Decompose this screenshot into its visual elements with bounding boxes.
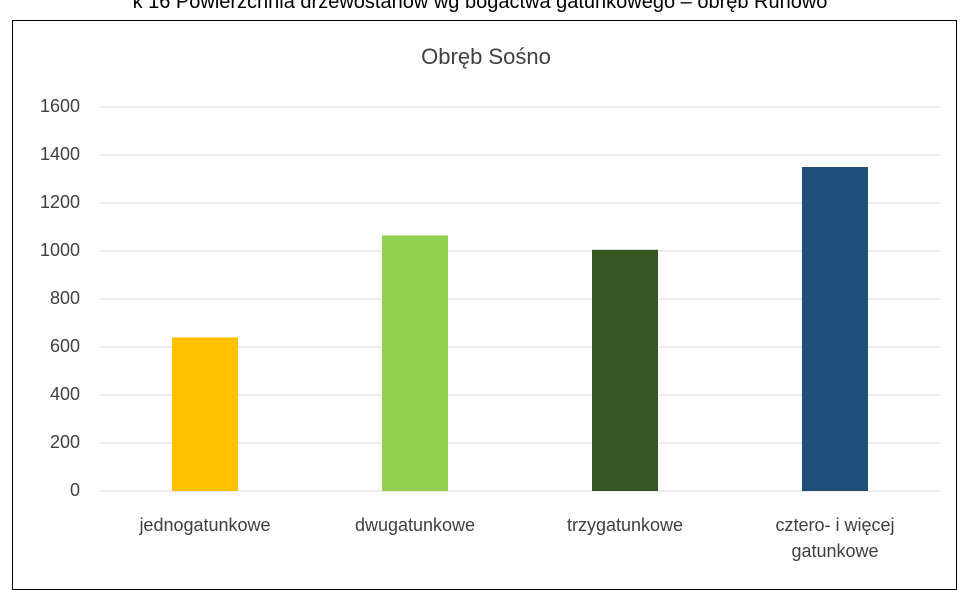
y-tick-label: 1000 [40, 240, 80, 260]
x-tick-label: jednogatunkowe [139, 515, 271, 535]
x-tick-label: cztero- i więcej gatunkowe [775, 515, 895, 561]
bar [172, 337, 238, 491]
caption: k 16 Powierzchnia drzewostanów wg bogact… [132, 0, 828, 13]
bar [382, 235, 448, 491]
y-tick-label: 800 [50, 288, 80, 308]
x-tick-label: dwugatunkowe [354, 515, 476, 535]
y-tick-label: 1200 [40, 192, 80, 212]
bar [802, 167, 868, 491]
y-tick-label: 400 [50, 384, 80, 404]
chart-title: Obręb Sośno [421, 44, 551, 69]
y-tick-label: 1600 [40, 96, 80, 116]
y-tick-label: 200 [50, 432, 80, 452]
bar [592, 249, 658, 491]
x-tick-label: trzygatunkowe [566, 515, 684, 535]
y-tick-label: 600 [50, 336, 80, 356]
y-tick-label: 0 [70, 480, 80, 500]
y-tick-label: 1400 [40, 144, 80, 164]
